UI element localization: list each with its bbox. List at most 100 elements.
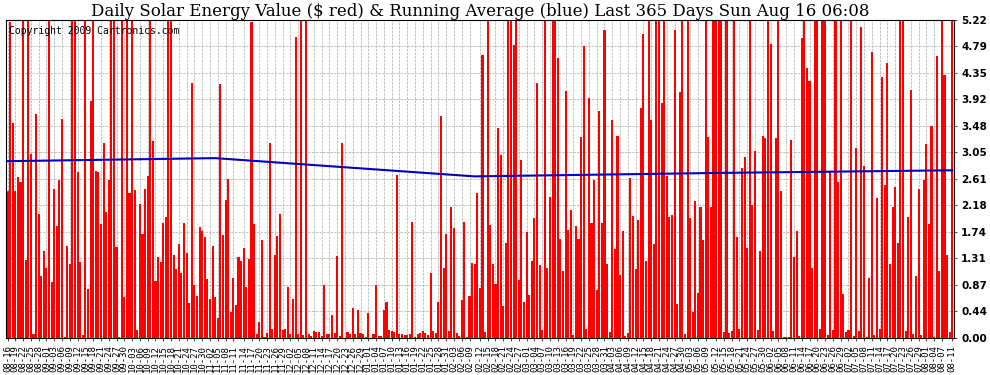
Bar [46,268,48,338]
Bar [246,287,248,338]
Bar [899,20,902,338]
Bar [850,20,852,338]
Bar [188,303,190,338]
Bar [855,148,857,338]
Bar [427,335,429,338]
Bar [604,30,606,338]
Bar [868,278,870,338]
Bar [48,20,50,338]
Bar [500,156,502,338]
Bar [743,157,745,338]
Bar [230,312,232,338]
Bar [606,264,608,338]
Bar [183,223,185,338]
Bar [940,20,942,338]
Bar [484,332,486,338]
Bar [404,335,406,338]
Bar [619,275,621,338]
Bar [748,20,750,338]
Bar [731,332,733,338]
Bar [302,335,305,338]
Bar [209,299,211,338]
Bar [435,333,437,338]
Bar [847,330,849,338]
Bar [284,329,286,338]
Bar [510,20,512,338]
Bar [754,151,756,338]
Bar [508,20,510,338]
Bar [116,248,118,338]
Bar [569,210,572,338]
Bar [92,20,94,338]
Bar [292,299,294,338]
Bar [201,231,203,338]
Bar [518,280,520,338]
Bar [822,20,824,338]
Bar [43,251,45,338]
Bar [492,264,494,338]
Bar [131,20,133,338]
Bar [559,239,561,338]
Bar [300,20,302,338]
Bar [494,284,497,338]
Bar [409,333,411,338]
Bar [110,20,113,338]
Bar [121,20,123,338]
Bar [939,270,940,338]
Bar [801,38,803,338]
Bar [728,333,730,338]
Bar [82,335,84,338]
Bar [145,189,147,338]
Bar [782,337,785,338]
Bar [450,207,452,338]
Bar [479,288,481,338]
Bar [159,262,161,338]
Bar [225,200,227,338]
Bar [238,256,240,338]
Bar [819,329,821,338]
Bar [446,234,447,338]
Bar [126,20,128,338]
Bar [803,20,806,338]
Bar [583,46,585,338]
Bar [723,332,725,338]
Bar [923,180,925,338]
Bar [334,333,336,338]
Bar [894,187,896,338]
Bar [191,83,193,338]
Bar [700,207,702,338]
Bar [681,20,683,338]
Bar [9,22,11,338]
Bar [907,217,909,338]
Bar [396,175,398,338]
Bar [443,268,445,338]
Bar [521,160,523,338]
Bar [705,20,707,338]
Bar [793,258,795,338]
Bar [564,91,566,338]
Bar [892,207,894,338]
Bar [55,226,57,338]
Bar [756,330,758,338]
Bar [542,330,544,338]
Bar [20,182,22,338]
Bar [751,206,753,338]
Bar [206,279,209,338]
Bar [726,20,728,338]
Bar [686,20,689,338]
Bar [647,20,649,338]
Bar [806,68,808,338]
Bar [455,333,457,338]
Bar [87,289,89,338]
Bar [30,154,32,338]
Bar [58,180,60,338]
Bar [329,334,331,338]
Bar [946,255,948,338]
Bar [372,334,374,338]
Bar [593,180,595,338]
Bar [391,331,393,338]
Bar [61,119,63,338]
Bar [876,198,878,338]
Bar [741,168,743,338]
Bar [931,126,933,338]
